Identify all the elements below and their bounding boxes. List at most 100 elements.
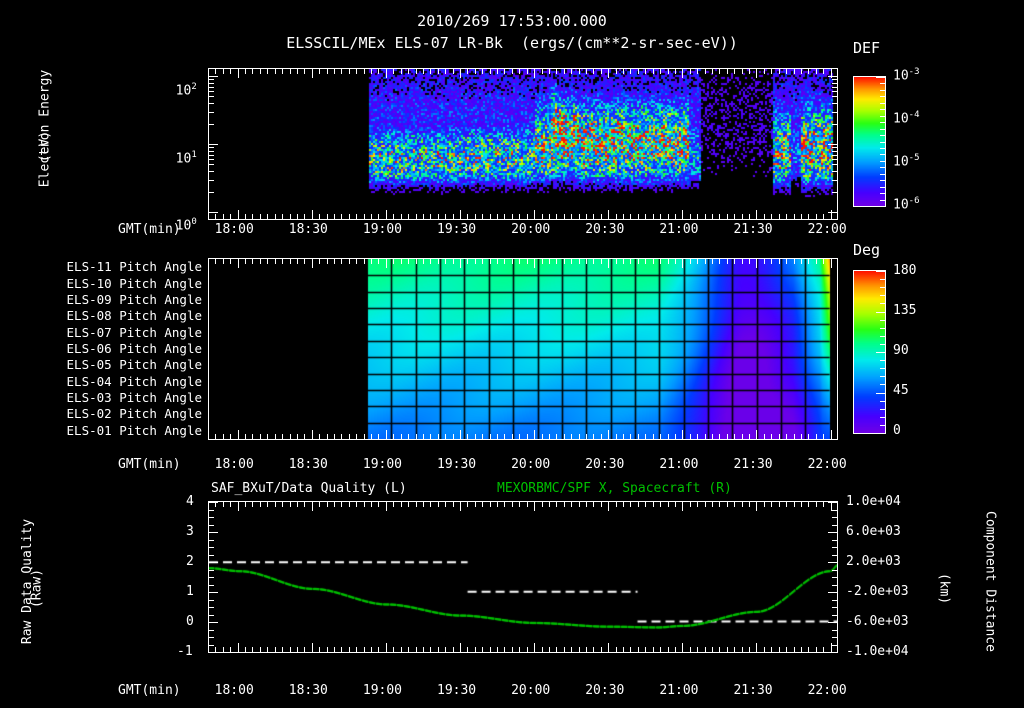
- axis-tick: [541, 259, 543, 264]
- axis-tick: [437, 434, 439, 439]
- axis-tick: [474, 214, 476, 219]
- axis-tick: [304, 259, 306, 264]
- axis-tick: [452, 259, 454, 264]
- axis-tick: [482, 69, 484, 74]
- bottom-ytick-left-neg1: -1: [177, 644, 193, 659]
- axis-tick: [719, 434, 721, 439]
- axis-tick: [482, 502, 484, 507]
- axis-tick: [230, 259, 232, 264]
- axis-tick: [511, 434, 513, 439]
- axis-tick: [880, 287, 885, 289]
- axis-tick: [719, 69, 721, 74]
- axis-tick: [296, 647, 298, 652]
- axis-tick: [430, 259, 432, 264]
- axis-tick: [209, 103, 214, 105]
- top-panel-ylabel-units: (eV): [37, 130, 53, 163]
- axis-tick: [319, 259, 321, 264]
- axis-tick: [408, 502, 410, 507]
- axis-tick: [304, 434, 306, 439]
- bottom-ytick-left-0: 0: [186, 614, 194, 629]
- axis-tick: [289, 647, 291, 652]
- axis-tick: [660, 69, 662, 74]
- axis-tick: [832, 96, 837, 98]
- axis-tick: [209, 569, 214, 571]
- axis-tick: [763, 214, 765, 219]
- axis-tick: [230, 434, 232, 439]
- axis-tick: [832, 150, 837, 152]
- axis-tick: [504, 214, 506, 219]
- axis-tick: [615, 214, 617, 219]
- top-xaxis-ticklabels: 18:00 18:30 19:00 19:30 20:00 20:30 21:00 21:30…: [0, 223, 1024, 239]
- axis-tick: [615, 502, 617, 507]
- axis-tick: [719, 259, 721, 264]
- axis-tick: [237, 430, 239, 439]
- axis-tick: [608, 210, 610, 219]
- axis-tick: [341, 69, 343, 74]
- axis-tick: [704, 69, 706, 74]
- axis-tick: [371, 69, 373, 74]
- axis-tick: [482, 434, 484, 439]
- axis-tick: [778, 647, 780, 652]
- axis-tick: [719, 502, 721, 507]
- xtick-1930: 19:30: [437, 683, 477, 698]
- axis-tick: [311, 430, 313, 439]
- axis-tick: [296, 214, 298, 219]
- axis-tick: [348, 647, 350, 652]
- axis-tick: [563, 647, 565, 652]
- axis-tick: [571, 502, 573, 507]
- axis-tick: [763, 502, 765, 507]
- axis-tick: [563, 69, 565, 74]
- top-xaxis-label: GMT(min): [118, 222, 181, 237]
- axis-tick: [667, 502, 669, 507]
- axis-tick: [652, 214, 654, 219]
- axis-tick: [341, 647, 343, 652]
- axis-tick: [282, 259, 284, 264]
- pitch-angle-row-label: ELS-03 Pitch Angle: [66, 390, 202, 406]
- axis-tick: [689, 647, 691, 652]
- axis-tick: [652, 434, 654, 439]
- axis-tick: [771, 214, 773, 219]
- axis-tick: [800, 434, 802, 439]
- axis-tick: [415, 434, 417, 439]
- axis-tick: [378, 434, 380, 439]
- axis-tick: [209, 532, 218, 533]
- axis-tick: [209, 159, 214, 161]
- axis-tick: [378, 214, 380, 219]
- axis-tick: [526, 214, 528, 219]
- axis-tick: [652, 259, 654, 264]
- axis-tick: [534, 502, 536, 511]
- axis-tick: [534, 643, 536, 652]
- axis-tick: [600, 502, 602, 507]
- axis-tick: [689, 214, 691, 219]
- axis-tick: [880, 416, 885, 418]
- axis-tick: [289, 259, 291, 264]
- axis-tick: [741, 259, 743, 264]
- pitch-angle-row-label: ELS-08 Pitch Angle: [66, 308, 202, 324]
- axis-tick: [526, 259, 528, 264]
- axis-tick: [793, 214, 795, 219]
- axis-tick: [385, 643, 387, 652]
- axis-tick: [497, 434, 499, 439]
- axis-tick: [304, 502, 306, 507]
- axis-tick: [274, 502, 276, 507]
- axis-tick: [385, 259, 387, 268]
- axis-tick: [832, 164, 837, 166]
- bottom-panel-title-left: SAF_BXuT/Data Quality (L): [211, 481, 407, 496]
- axis-tick: [652, 647, 654, 652]
- axis-tick: [615, 434, 617, 439]
- axis-tick: [815, 434, 817, 439]
- axis-tick: [422, 69, 424, 74]
- xtick-2130: 21:30: [733, 683, 773, 698]
- axis-tick: [571, 214, 573, 219]
- axis-tick: [497, 259, 499, 264]
- axis-tick: [209, 584, 214, 586]
- axis-tick: [209, 652, 218, 653]
- axis-tick: [828, 212, 837, 213]
- top-ytick-2: 102: [175, 82, 197, 99]
- axis-tick: [526, 69, 528, 74]
- axis-tick: [334, 647, 335, 652]
- axis-tick: [623, 69, 625, 74]
- axis-tick: [800, 214, 802, 219]
- axis-tick: [741, 69, 743, 74]
- axis-tick: [534, 69, 536, 78]
